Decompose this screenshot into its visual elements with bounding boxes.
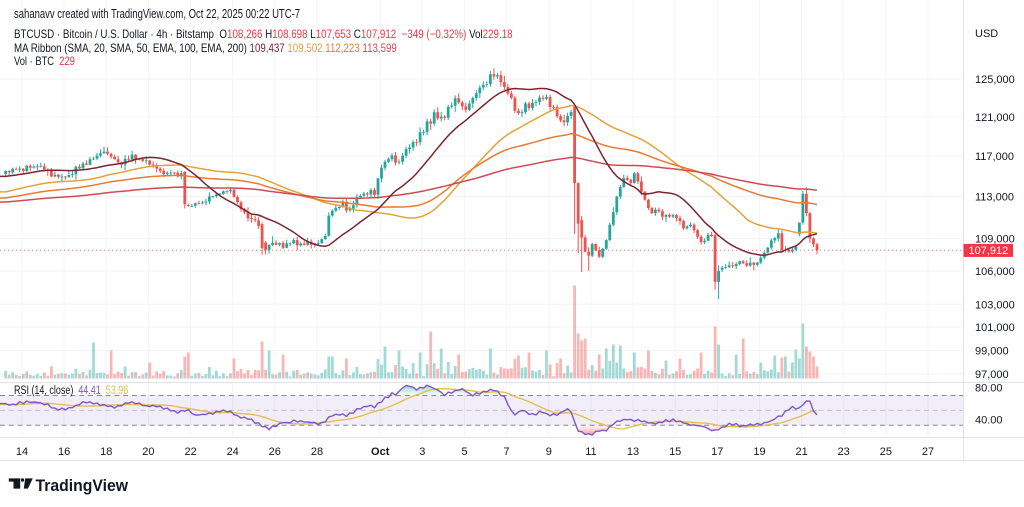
svg-text:18: 18	[100, 446, 112, 458]
svg-text:7: 7	[504, 446, 510, 458]
svg-text:109,000: 109,000	[975, 233, 1015, 245]
svg-text:113,000: 113,000	[975, 192, 1014, 204]
svg-text:19: 19	[753, 446, 765, 458]
svg-text:11: 11	[585, 446, 596, 458]
svg-text:26: 26	[269, 446, 281, 458]
svg-text:24: 24	[227, 446, 239, 458]
svg-text:101,000: 101,000	[975, 322, 1015, 334]
svg-text:99,000: 99,000	[975, 345, 1009, 357]
svg-text:107,912: 107,912	[969, 245, 1009, 257]
svg-text:USD: USD	[975, 28, 998, 40]
svg-text:80.00: 80.00	[975, 383, 1003, 395]
svg-text:5: 5	[461, 446, 467, 458]
svg-text:22: 22	[184, 446, 196, 458]
svg-text:TradingView: TradingView	[36, 476, 129, 495]
svg-text:13: 13	[627, 446, 639, 458]
svg-text:27: 27	[922, 446, 934, 458]
svg-text:14: 14	[16, 446, 28, 458]
svg-text:20: 20	[142, 446, 154, 458]
svg-text:17: 17	[711, 446, 723, 458]
svg-text:15: 15	[669, 446, 681, 458]
svg-text:21: 21	[795, 446, 807, 458]
svg-text:28: 28	[311, 446, 323, 458]
svg-text:3: 3	[419, 446, 425, 458]
svg-text:16: 16	[58, 446, 70, 458]
svg-text:Oct: Oct	[371, 446, 390, 458]
svg-text:97,000: 97,000	[975, 369, 1009, 381]
svg-text:23: 23	[838, 446, 850, 458]
svg-text:125,000: 125,000	[975, 74, 1015, 86]
svg-text:106,000: 106,000	[975, 266, 1015, 278]
svg-text:40.00: 40.00	[975, 414, 1003, 426]
svg-text:9: 9	[546, 446, 552, 458]
svg-text:25: 25	[880, 446, 892, 458]
svg-text:117,000: 117,000	[975, 151, 1014, 163]
svg-text:121,000: 121,000	[975, 112, 1015, 124]
svg-text:103,000: 103,000	[975, 299, 1015, 311]
